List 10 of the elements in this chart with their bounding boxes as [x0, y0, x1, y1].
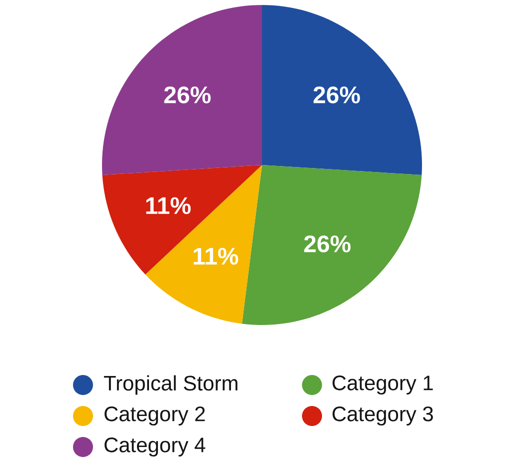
- data-label: 26%: [164, 86, 211, 104]
- legend-label: Category 1: [332, 376, 433, 394]
- data-label: 11%: [194, 248, 238, 265]
- data-label: 26%: [304, 235, 351, 252]
- legend-label: Category 4: [104, 438, 206, 456]
- data-label: 11%: [146, 197, 191, 214]
- legend-label: Tropical Storm: [104, 375, 238, 395]
- legend-label: Category 3: [332, 406, 433, 426]
- legend-label: Category 2: [104, 406, 205, 426]
- data-label: 26%: [314, 86, 360, 104]
